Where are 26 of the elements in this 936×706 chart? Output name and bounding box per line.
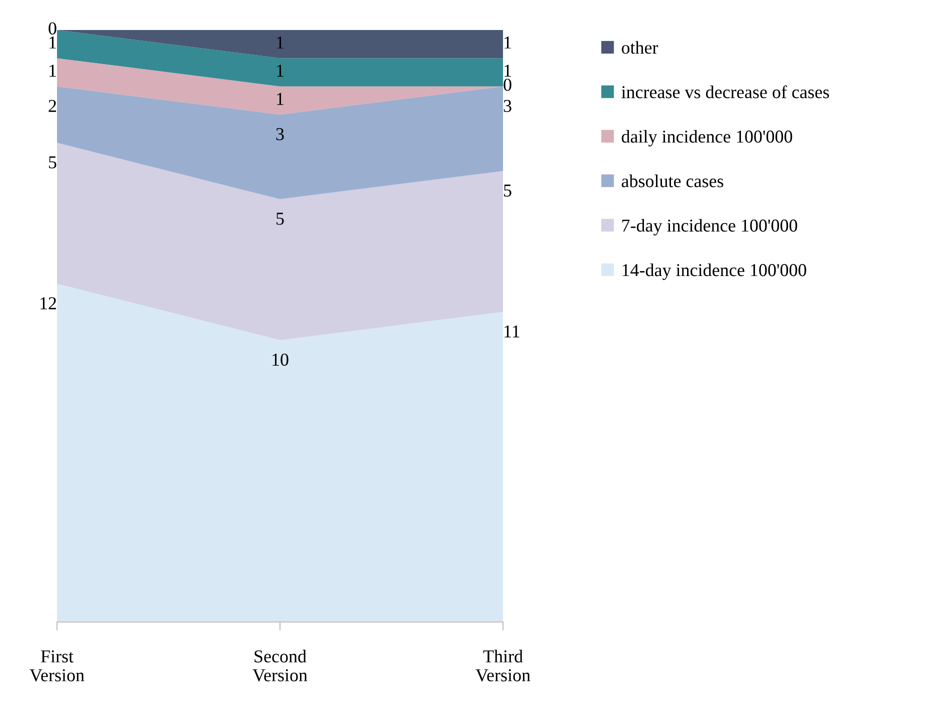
data-label: 12 <box>40 297 56 310</box>
data-label: 5 <box>49 156 56 168</box>
legend-label: other <box>622 41 658 54</box>
data-label: 1 <box>277 36 284 48</box>
data-label: 2 <box>48 100 56 112</box>
data-label: 3 <box>504 100 512 112</box>
x-tick-label: Second Version <box>252 650 308 682</box>
data-label: 5 <box>276 212 284 225</box>
data-label: 1 <box>504 36 511 48</box>
x-tick-label: First Version <box>30 650 84 682</box>
data-label: 5 <box>504 184 512 197</box>
legend-label: 7-day incidence 100'000 <box>622 219 798 236</box>
data-label: 1 <box>277 64 284 77</box>
legend-label: 14-day incidence 100'000 <box>622 264 806 280</box>
legend-label: daily incidence 100'000 <box>622 130 792 146</box>
data-label: 0 <box>48 22 56 35</box>
data-label: 1 <box>50 64 56 77</box>
legend-label: absolute cases <box>622 174 724 188</box>
data-label: 1 <box>277 92 284 105</box>
x-tick-label: Third Version <box>476 650 530 682</box>
data-label: 11 <box>504 325 520 338</box>
data-label: 0 <box>504 78 512 91</box>
data-label: 1 <box>50 36 56 48</box>
data-label: 3 <box>276 128 284 140</box>
legend-label: increase vs decrease of cases <box>621 85 829 98</box>
data-label: 1 <box>504 64 511 77</box>
